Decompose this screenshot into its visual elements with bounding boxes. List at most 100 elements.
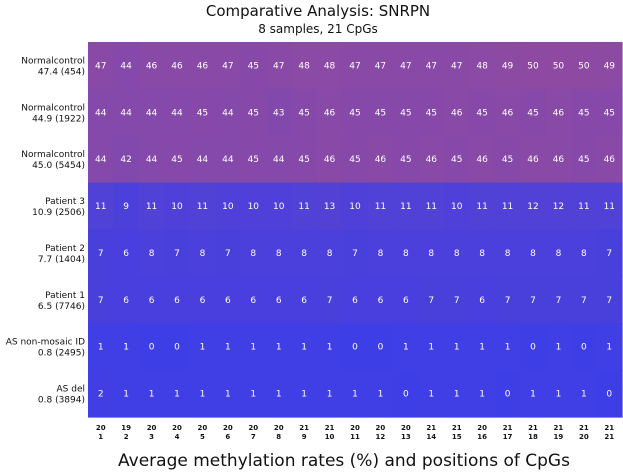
heatmap-cell bbox=[266, 88, 293, 137]
heatmap-cell bbox=[88, 276, 115, 324]
row-label-stats: 0.8 (3894) bbox=[38, 396, 85, 406]
cell-value-label: 44 bbox=[95, 108, 107, 118]
heatmap-cell bbox=[342, 88, 369, 137]
cell-value-label: 1 bbox=[250, 343, 256, 353]
heatmap-cell bbox=[291, 88, 318, 137]
cell-value-label: 10 bbox=[248, 202, 260, 212]
cell-value-label: 10 bbox=[349, 202, 361, 212]
cell-value-label: 45 bbox=[578, 108, 589, 118]
x-tick-position: 5 bbox=[200, 433, 205, 441]
cell-value-label: 11 bbox=[426, 202, 437, 212]
cell-value-label: 7 bbox=[581, 296, 587, 306]
heatmap-cell bbox=[571, 135, 598, 184]
cell-value-label: 45 bbox=[400, 155, 411, 165]
cell-value-label: 48 bbox=[298, 61, 310, 71]
cell-value-label: 8 bbox=[250, 249, 256, 259]
heatmap-cell bbox=[571, 229, 598, 277]
cell-value-label: 6 bbox=[479, 296, 485, 306]
x-tick-count: 20 bbox=[172, 424, 182, 432]
heatmap-cell bbox=[215, 42, 242, 90]
cell-value-label: 1 bbox=[149, 390, 155, 400]
cell-value-label: 6 bbox=[352, 296, 358, 306]
cell-value-label: 45 bbox=[248, 61, 259, 71]
cell-value-label: 1 bbox=[606, 343, 612, 353]
heatmap-cell bbox=[164, 182, 191, 231]
row-label-name: Patient 2 bbox=[45, 244, 85, 254]
row-label-name: Patient 1 bbox=[45, 291, 85, 301]
cell-value-label: 7 bbox=[98, 249, 104, 259]
heatmap-cell bbox=[88, 42, 115, 90]
heatmap-cell bbox=[291, 276, 318, 324]
cell-value-label: 11 bbox=[146, 202, 157, 212]
chart-subtitle: 8 samples, 21 CpGs bbox=[258, 22, 378, 36]
x-tick-count: 20 bbox=[147, 424, 157, 432]
cell-value-label: 46 bbox=[527, 155, 539, 165]
heatmap-cell bbox=[596, 42, 623, 90]
cell-value-label: 8 bbox=[378, 249, 384, 259]
heatmap-cell bbox=[418, 182, 445, 231]
heatmap-cell bbox=[189, 182, 216, 231]
heatmap-cell bbox=[189, 229, 216, 277]
heatmap-cell bbox=[164, 42, 191, 90]
cell-value-label: 45 bbox=[349, 108, 360, 118]
heatmap-cell bbox=[240, 370, 267, 418]
cell-value-label: 0 bbox=[352, 343, 358, 353]
chart-title: Comparative Analysis: SNRPN bbox=[206, 2, 430, 20]
cell-value-label: 6 bbox=[123, 249, 129, 259]
x-tick-count: 20 bbox=[96, 424, 106, 432]
heatmap-cell bbox=[138, 135, 165, 184]
cell-value-label: 7 bbox=[454, 296, 460, 306]
cell-value-label: 46 bbox=[146, 61, 158, 71]
cell-value-label: 47 bbox=[451, 61, 462, 71]
heatmap-cell bbox=[316, 135, 343, 184]
cell-value-label: 45 bbox=[171, 155, 182, 165]
heatmap-cell bbox=[545, 323, 572, 371]
heatmap-cell bbox=[266, 42, 293, 90]
heatmap-cell bbox=[520, 276, 547, 324]
heatmap-cell bbox=[138, 323, 165, 371]
x-tick-position: 17 bbox=[503, 433, 513, 441]
heatmap-cell bbox=[189, 323, 216, 371]
heatmap-cell bbox=[418, 229, 445, 277]
heatmap-cell bbox=[469, 229, 496, 277]
cell-value-label: 6 bbox=[200, 296, 206, 306]
heatmap-cell bbox=[164, 88, 191, 137]
heatmap-cell bbox=[367, 88, 394, 137]
x-tick-position: 7 bbox=[251, 433, 256, 441]
heatmap-cell bbox=[291, 229, 318, 277]
heatmap-cell bbox=[520, 229, 547, 277]
heatmap-cell bbox=[469, 276, 496, 324]
heatmap-cell bbox=[164, 276, 191, 324]
heatmap-cell bbox=[571, 88, 598, 137]
cell-value-label: 44 bbox=[146, 108, 158, 118]
heatmap-cell bbox=[138, 229, 165, 277]
cell-value-label: 8 bbox=[403, 249, 409, 259]
heatmap-cell bbox=[367, 370, 394, 418]
heatmap-cell bbox=[316, 42, 343, 90]
heatmap-cell bbox=[266, 229, 293, 277]
x-tick-count: 21 bbox=[452, 424, 462, 432]
x-tick-count: 20 bbox=[401, 424, 411, 432]
heatmap-cell bbox=[164, 229, 191, 277]
cell-value-label: 6 bbox=[250, 296, 256, 306]
cell-value-label: 44 bbox=[120, 108, 132, 118]
heatmap-cell bbox=[342, 276, 369, 324]
heatmap-cell bbox=[367, 182, 394, 231]
heatmap-cell bbox=[393, 229, 420, 277]
row-label-name: AS del bbox=[57, 385, 85, 395]
cell-value-label: 6 bbox=[149, 296, 155, 306]
x-tick-position: 2 bbox=[124, 433, 129, 441]
cell-value-label: 6 bbox=[225, 296, 231, 306]
cell-value-label: 6 bbox=[174, 296, 180, 306]
heatmap-cell bbox=[367, 42, 394, 90]
heatmap-cell bbox=[393, 135, 420, 184]
cell-value-label: 7 bbox=[606, 296, 612, 306]
heatmap-cell bbox=[520, 135, 547, 184]
cell-value-label: 44 bbox=[197, 155, 209, 165]
cell-value-label: 47 bbox=[349, 61, 360, 71]
heatmap-cell bbox=[444, 182, 471, 231]
cell-value-label: 8 bbox=[556, 249, 562, 259]
cell-value-label: 1 bbox=[123, 390, 129, 400]
heatmap-cell bbox=[113, 323, 140, 371]
